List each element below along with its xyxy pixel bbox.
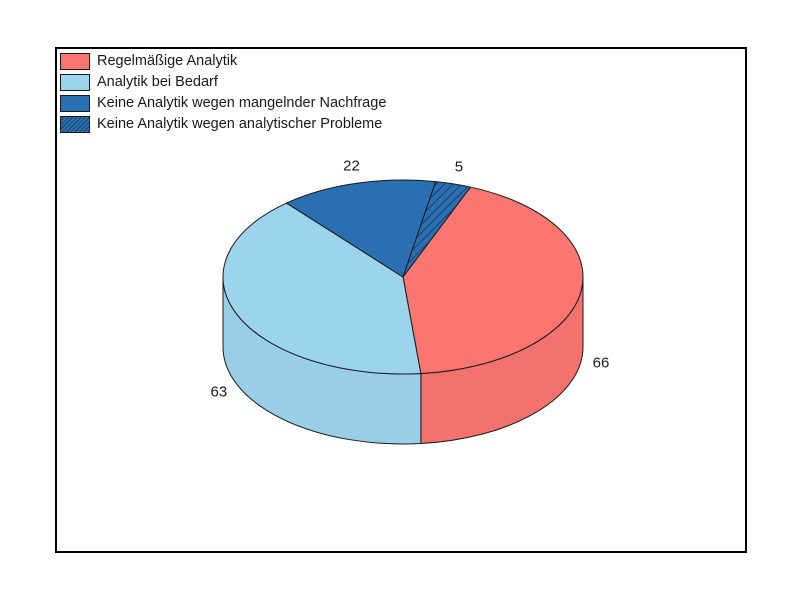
legend-label-analytische-probleme: Keine Analytik wegen analytischer Proble… (97, 116, 383, 132)
legend-label-regelmaessige-analytik: Regelmäßige Analytik (97, 53, 238, 69)
chart-frame (55, 47, 747, 553)
slice-value-label-analytik-bei-bedarf: 63 (210, 383, 228, 401)
pie-slice-regelmaessige-analytik (402, 186, 584, 375)
legend-swatch-analytik-bei-bedarf (60, 73, 90, 91)
slice-value-label-mangelnde-nachfrage: 22 (343, 157, 360, 175)
legend-item-analytische-probleme: Keine Analytik wegen analytischer Proble… (60, 114, 386, 134)
slice-value-label-regelmaessige-analytik: 66 (592, 354, 610, 372)
legend-item-mangelnde-nachfrage: Keine Analytik wegen mangelnder Nachfrag… (60, 93, 386, 113)
legend-swatch-analytische-probleme (60, 115, 90, 133)
pie-slice-keine-analytik-wegen-analytischer-probleme (402, 181, 471, 278)
chart-legend: Regelmäßige Analytik Analytik bei Bedarf… (60, 51, 386, 135)
legend-swatch-mangelnde-nachfrage (60, 94, 90, 112)
legend-item-analytik-bei-bedarf: Analytik bei Bedarf (60, 72, 386, 92)
pie-slice-analytik-bei-bedarf (222, 202, 422, 375)
slice-value-label-analytische-probleme: 5 (454, 158, 464, 176)
legend-label-analytik-bei-bedarf: Analytik bei Bedarf (97, 74, 218, 90)
pie-slice-keine-analytik-wegen-mangelnder-nachfrage (286, 179, 437, 278)
legend-swatch-regelmaessige-analytik (60, 52, 90, 70)
pie-tops (222, 179, 584, 375)
legend-item-regelmaessige-analytik: Regelmäßige Analytik (60, 51, 386, 71)
legend-label-mangelnde-nachfrage: Keine Analytik wegen mangelnder Nachfrag… (97, 95, 387, 111)
